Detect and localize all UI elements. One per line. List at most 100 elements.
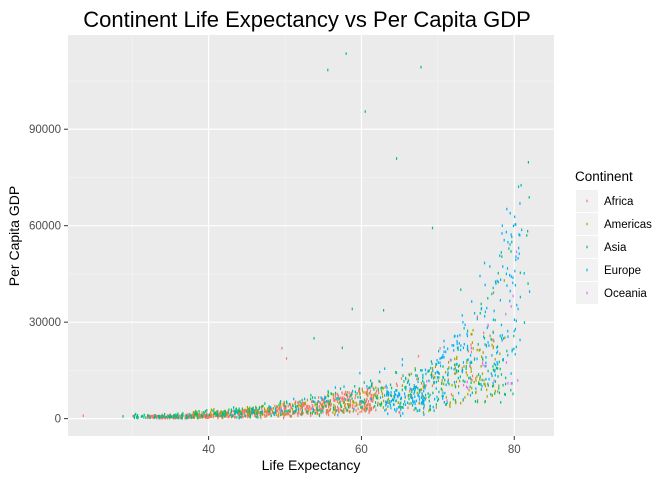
data-point [368, 411, 370, 415]
data-point [307, 407, 309, 411]
data-point [495, 282, 497, 285]
data-point [206, 412, 208, 415]
data-point [464, 323, 466, 327]
data-point [135, 412, 137, 416]
data-point [390, 394, 393, 398]
data-point [292, 404, 294, 408]
data-point [274, 409, 277, 413]
data-point [402, 412, 404, 415]
data-point [274, 407, 276, 410]
data-point [492, 291, 495, 295]
data-point [437, 397, 440, 401]
data-point [272, 407, 274, 410]
data-point [214, 411, 216, 415]
data-point [471, 391, 473, 395]
data-point [441, 381, 443, 385]
data-point [356, 392, 358, 395]
data-point [484, 384, 487, 388]
data-point [475, 390, 477, 394]
data-point [485, 361, 487, 365]
data-point [340, 405, 343, 408]
data-point [395, 393, 397, 396]
data-point [296, 404, 298, 408]
data-point [283, 413, 285, 417]
data-point [475, 387, 477, 390]
data-point [364, 406, 366, 410]
data-point [417, 386, 419, 390]
data-point [301, 411, 304, 414]
data-point [444, 391, 446, 395]
data-point [359, 392, 361, 395]
data-point [454, 383, 456, 387]
data-point [237, 410, 239, 413]
data-point [328, 405, 330, 409]
data-point [361, 405, 363, 408]
data-point [447, 367, 449, 371]
data-point [351, 307, 353, 311]
data-point [406, 381, 409, 384]
data-point [214, 412, 216, 415]
data-point [231, 414, 233, 417]
y-tick-label: 90000 [29, 124, 61, 136]
data-point [338, 410, 340, 414]
data-point [333, 403, 335, 407]
data-point [228, 408, 230, 412]
data-point [444, 378, 446, 382]
data-point [365, 398, 367, 402]
data-point [310, 397, 312, 401]
data-point [264, 402, 266, 405]
data-point [505, 361, 508, 364]
data-point [266, 407, 269, 411]
data-point [280, 413, 282, 417]
data-point [424, 368, 427, 372]
data-point [295, 405, 297, 409]
data-point [447, 347, 449, 351]
data-point [283, 402, 286, 405]
data-point [234, 412, 236, 416]
data-point [520, 183, 522, 187]
data-point [460, 344, 462, 347]
data-point [390, 386, 393, 390]
data-point [341, 399, 343, 403]
data-point [417, 354, 420, 358]
data-point [339, 399, 341, 403]
data-point [268, 405, 270, 408]
data-point [275, 409, 277, 413]
data-point [184, 414, 186, 418]
data-point [347, 394, 349, 397]
data-point [437, 371, 439, 374]
data-point [462, 379, 464, 383]
data-point [395, 370, 397, 374]
data-point [403, 402, 405, 406]
data-point [490, 392, 492, 396]
data-point [423, 381, 425, 385]
data-point [494, 358, 496, 361]
data-point [504, 336, 506, 340]
data-point [321, 408, 323, 412]
axis-ticks: 40 60 80 0 30000 60000 90000 [29, 124, 521, 456]
data-point [254, 409, 256, 412]
data-point [432, 369, 434, 373]
data-point [343, 408, 345, 412]
data-point [238, 407, 240, 411]
data-point [528, 290, 531, 293]
data-point [456, 355, 458, 359]
data-point [372, 406, 375, 409]
data-point [434, 372, 436, 375]
data-point [288, 409, 290, 413]
data-point [515, 255, 517, 258]
data-point [312, 400, 314, 404]
data-point [400, 405, 402, 409]
data-point [438, 390, 440, 394]
data-point [367, 406, 369, 410]
data-point [423, 384, 426, 387]
data-point [230, 410, 233, 413]
data-point [394, 396, 396, 399]
data-point [377, 401, 379, 405]
data-point [512, 392, 514, 396]
data-point [281, 346, 283, 350]
data-point [182, 412, 184, 415]
data-point [370, 396, 372, 400]
data-point [219, 411, 221, 415]
data-point [220, 410, 222, 413]
